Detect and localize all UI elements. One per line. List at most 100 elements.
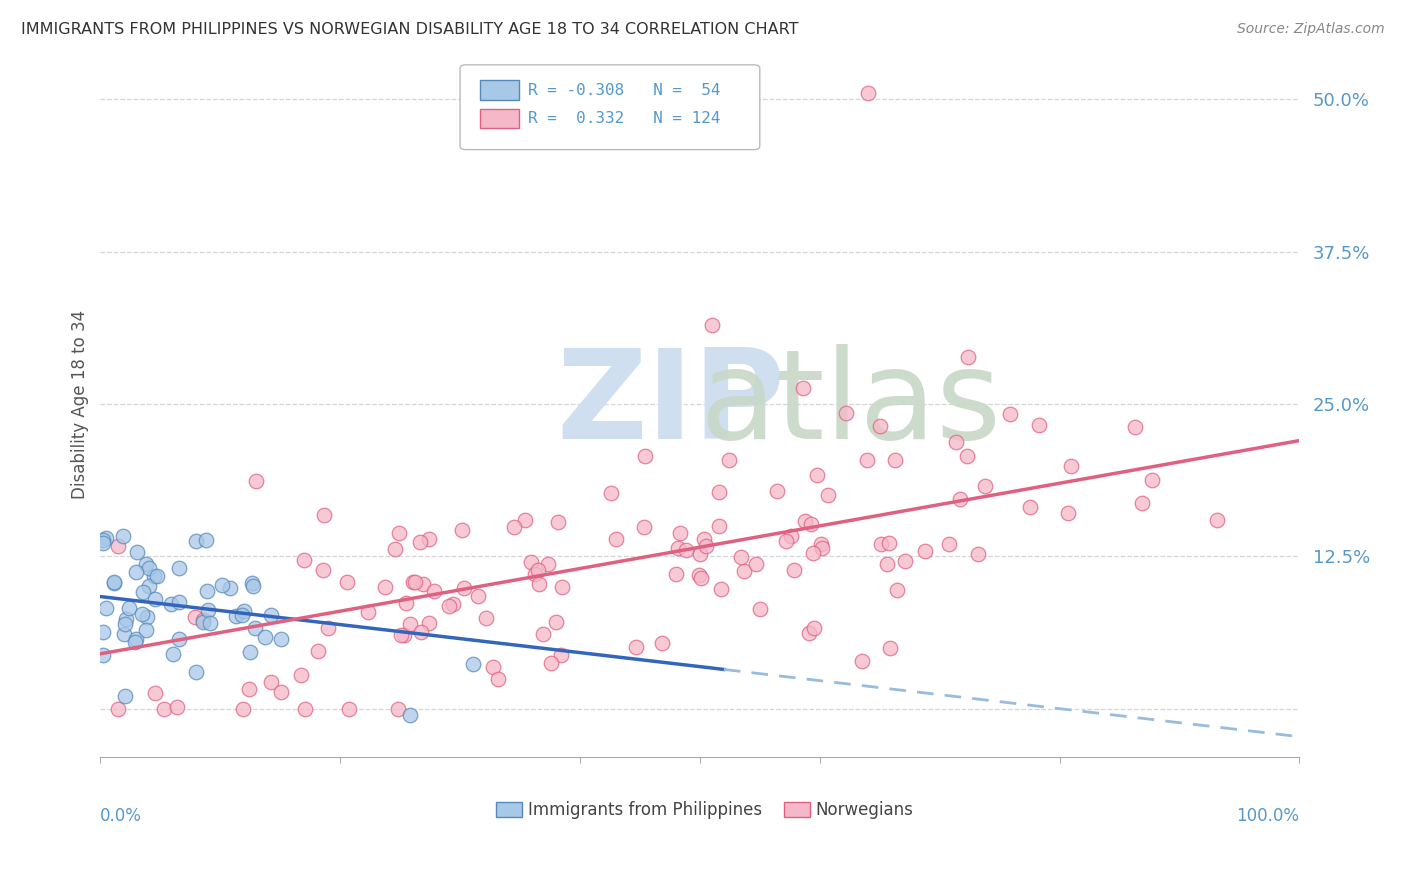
Point xyxy=(260,675,283,690)
Point xyxy=(748,601,770,615)
Point xyxy=(544,615,567,629)
Point xyxy=(1018,500,1040,514)
Point xyxy=(423,583,446,598)
Point xyxy=(794,514,817,528)
Point xyxy=(318,622,340,636)
Point xyxy=(775,533,797,548)
Point xyxy=(779,529,801,543)
Point xyxy=(856,87,879,101)
Point xyxy=(124,634,146,648)
Point xyxy=(710,582,733,597)
Point xyxy=(806,468,828,483)
Point xyxy=(270,632,292,646)
Point xyxy=(856,453,879,467)
Point xyxy=(766,484,789,499)
Point xyxy=(194,533,217,547)
Point xyxy=(93,648,115,663)
Point xyxy=(945,434,967,449)
Point xyxy=(693,532,716,546)
Point xyxy=(418,615,440,630)
Point xyxy=(783,563,806,577)
Point xyxy=(938,537,960,551)
Text: Immigrants from Philippines: Immigrants from Philippines xyxy=(529,801,762,819)
Point xyxy=(441,597,464,611)
Point xyxy=(700,318,723,332)
Point xyxy=(817,488,839,502)
Point xyxy=(193,613,215,627)
Point xyxy=(160,597,183,611)
FancyBboxPatch shape xyxy=(460,65,759,150)
Point xyxy=(974,479,997,493)
Point xyxy=(242,579,264,593)
Text: IMMIGRANTS FROM PHILIPPINES VS NORWEGIAN DISABILITY AGE 18 TO 34 CORRELATION CHA: IMMIGRANTS FROM PHILIPPINES VS NORWEGIAN… xyxy=(21,22,799,37)
Point xyxy=(312,508,335,522)
Point xyxy=(225,609,247,624)
Point xyxy=(665,567,688,582)
Point xyxy=(114,612,136,626)
Point xyxy=(675,542,697,557)
Point xyxy=(605,533,627,547)
Y-axis label: Disability Age 18 to 34: Disability Age 18 to 34 xyxy=(72,310,89,499)
Point xyxy=(307,644,329,658)
Point xyxy=(387,701,409,715)
Point xyxy=(869,537,891,551)
Point xyxy=(626,640,648,654)
Point xyxy=(292,552,315,566)
Point xyxy=(536,557,558,571)
Point xyxy=(114,690,136,704)
Point xyxy=(186,665,208,679)
Point xyxy=(239,645,262,659)
Point xyxy=(633,520,655,534)
Point xyxy=(253,630,276,644)
Text: Source: ZipAtlas.com: Source: ZipAtlas.com xyxy=(1237,22,1385,37)
Point xyxy=(336,574,359,589)
Point xyxy=(486,672,509,686)
Point xyxy=(395,596,418,610)
Point xyxy=(482,660,505,674)
Point xyxy=(112,627,135,641)
Point xyxy=(94,531,117,545)
Point xyxy=(195,584,218,599)
Text: R = -0.308   N =  54: R = -0.308 N = 54 xyxy=(529,83,721,98)
Point xyxy=(409,535,432,549)
Point xyxy=(231,608,253,623)
Point xyxy=(191,615,214,630)
Point xyxy=(957,350,980,364)
Point xyxy=(634,450,657,464)
Point xyxy=(851,655,873,669)
Point xyxy=(404,575,426,590)
Point xyxy=(125,544,148,558)
Point xyxy=(502,520,524,534)
Point xyxy=(142,568,165,582)
Point xyxy=(211,578,233,592)
Point xyxy=(689,571,711,585)
Point xyxy=(167,561,190,575)
Point xyxy=(956,450,979,464)
Point xyxy=(550,648,572,663)
Point xyxy=(475,611,498,625)
Point xyxy=(810,537,832,551)
Point xyxy=(450,523,472,537)
Point xyxy=(124,632,146,646)
Point xyxy=(689,547,711,561)
FancyBboxPatch shape xyxy=(783,802,810,817)
Point xyxy=(524,567,547,582)
FancyBboxPatch shape xyxy=(496,802,523,817)
Point xyxy=(1130,496,1153,510)
Point xyxy=(709,484,731,499)
Point xyxy=(243,622,266,636)
Point xyxy=(745,558,768,572)
Point xyxy=(91,536,114,550)
Point xyxy=(135,610,157,624)
Point xyxy=(143,592,166,607)
Point xyxy=(439,599,461,613)
Point xyxy=(233,604,256,618)
Point xyxy=(869,419,891,434)
Point xyxy=(688,567,710,582)
Point xyxy=(357,605,380,619)
Point xyxy=(399,707,422,722)
Point xyxy=(107,701,129,715)
Point xyxy=(93,533,115,547)
Point xyxy=(547,515,569,529)
Point xyxy=(800,516,823,531)
